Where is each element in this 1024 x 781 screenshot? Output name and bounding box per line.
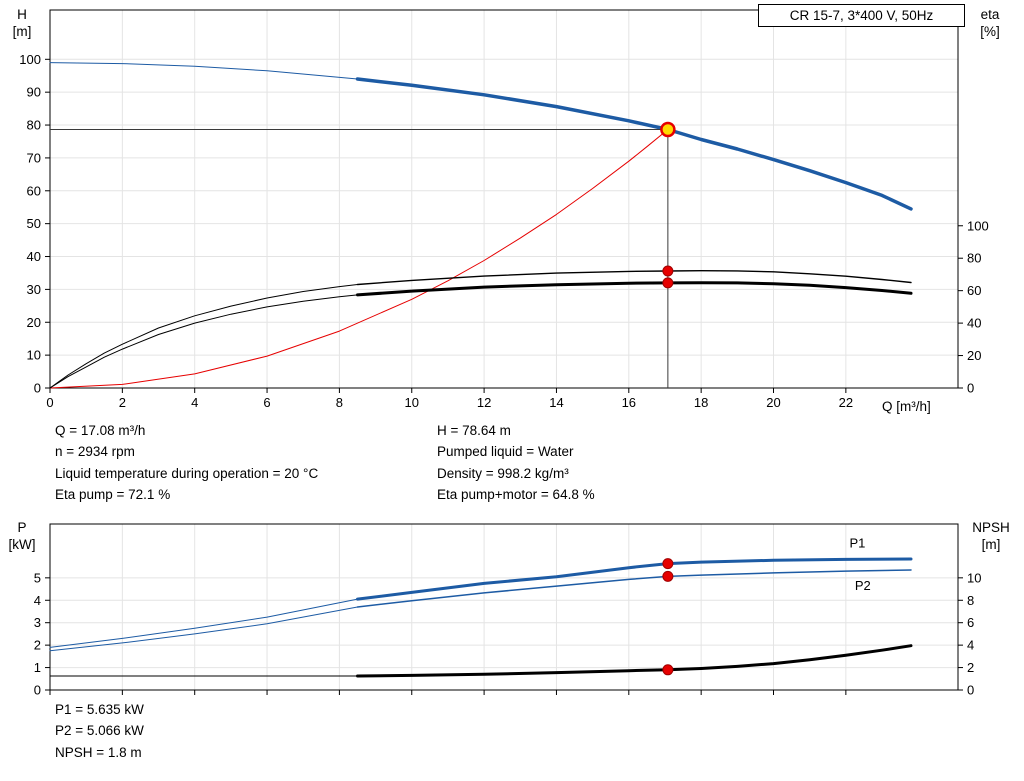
y-right-tick-label: 40 [967,316,981,331]
eta-pump-curve [356,270,912,286]
p2-duty-dot [662,570,674,582]
npsh-axis-title: NPSH [m] [960,519,1022,553]
info-liquid-temperature: Liquid temperature during operation = 20… [55,465,319,481]
y-right-tick-label: 100 [967,218,989,233]
eta-axis-title-line2: [%] [980,24,1000,39]
y-left-tick-label: 100 [19,52,41,67]
y-right-tick-label: 0 [967,683,974,698]
q-axis-title: Q [m³/h] [882,399,931,414]
x-tick-label: 22 [839,395,853,410]
eta-axis-title-line1: eta [980,7,1000,22]
y-left-tick-label: 60 [27,183,41,198]
h-axis-title-line2: [m] [12,24,32,39]
y-left-tick-label: 0 [34,381,41,396]
y-left-tick-label: 80 [27,118,41,133]
y-left-tick-label: 5 [34,570,41,585]
p-axis-title: P [kW] [0,519,44,553]
y-right-tick-label: 10 [967,570,981,585]
x-tick-label: 0 [46,395,53,410]
y-right-tick-label: 80 [967,251,981,266]
duty-info-left-column: Q = 17.08 m³/h n = 2934 rpm Liquid tempe… [55,420,318,505]
y-left-tick-label: 70 [27,150,41,165]
x-tick-label: 18 [694,395,708,410]
x-tick-label: 2 [119,395,126,410]
x-tick-label: 16 [622,395,636,410]
info-eta-pump-motor: Eta pump+motor = 64.8 % [437,486,595,502]
plot-frame [49,523,959,691]
y-left-tick-label: 20 [27,315,41,330]
p-axis-title-line2: [kW] [8,537,36,552]
h-axis-title: H [m] [0,6,44,40]
eta-pump-motor-extrapolated [49,294,358,389]
x-tick-label: 10 [405,395,419,410]
y-right-tick-label: 20 [967,348,981,363]
y-left-tick-label: 90 [27,85,41,100]
x-tick-label: 6 [263,395,270,410]
npsh-axis-title-line1: NPSH [972,520,1010,535]
npsh-curve [356,644,913,678]
info-pumped-liquid: Pumped liquid = Water [437,444,574,460]
p1-curve [356,557,913,601]
eta-pump-motor-duty-dot [662,277,674,289]
head-curve [355,77,913,211]
eta-pump-duty-dot [662,265,674,277]
y-left-tick-label: 1 [34,660,41,675]
y-right-tick-label: 60 [967,283,981,298]
y-right-tick-label: 6 [967,615,974,630]
info-speed: n = 2934 rpm [55,444,135,460]
info-flow: Q = 17.08 m³/h [55,423,146,438]
system-curve [49,129,669,389]
y-left-tick-label: 40 [27,249,41,264]
npsh-axis-title-line2: [m] [981,537,1001,552]
p1-curve-extrapolated [49,598,358,648]
info-eta-pump: Eta pump = 72.1 % [55,486,171,502]
duty-point-marker[interactable] [660,121,676,138]
plot-frame [49,9,959,389]
y-left-tick-label: 0 [34,683,41,698]
x-tick-label: 8 [336,395,343,410]
info-head: H = 78.64 m [437,423,511,438]
p2-curve [356,569,912,608]
y-left-tick-label: 2 [34,638,41,653]
info-p2: P2 = 5.066 kW [55,723,144,739]
x-tick-label: 20 [766,395,780,410]
info-p1: P1 = 5.635 kW [55,702,144,717]
h-axis-title-line1: H [17,7,27,22]
eta-axis-title: eta [%] [964,6,1016,40]
x-tick-label: 14 [549,395,563,410]
p2-curve-extrapolated [49,606,358,652]
y-left-tick-label: 4 [34,593,41,608]
series-label-P2: P2 [855,578,871,593]
info-density: Density = 998.2 kg/m³ [437,465,569,481]
series-label-P1: P1 [849,536,865,551]
head-curve-extrapolated [49,62,358,80]
y-right-tick-label: 8 [967,593,974,608]
p1-duty-dot [662,558,674,570]
power-info-column: P1 = 5.635 kW P2 = 5.066 kW NPSH = 1.8 m [55,699,144,763]
x-tick-label: 4 [191,395,198,410]
duty-info-right-column: H = 78.64 m Pumped liquid = Water Densit… [437,420,595,505]
y-left-tick-label: 10 [27,348,41,363]
eta-pump-motor-curve [356,281,913,297]
pump-model-title: CR 15-7, 3*400 V, 50Hz [758,4,965,27]
x-tick-label: 12 [477,395,491,410]
y-left-tick-label: 50 [27,216,41,231]
y-right-tick-label: 0 [967,381,974,396]
p-axis-title-line1: P [17,520,27,535]
y-right-tick-label: 4 [967,638,974,653]
info-npsh: NPSH = 1.8 m [55,744,142,760]
y-right-tick-label: 2 [967,660,974,675]
eta-pump-extrapolated [49,284,358,389]
npsh-duty-dot [662,664,674,676]
y-left-tick-label: 3 [34,615,41,630]
y-left-tick-label: 30 [27,282,41,297]
